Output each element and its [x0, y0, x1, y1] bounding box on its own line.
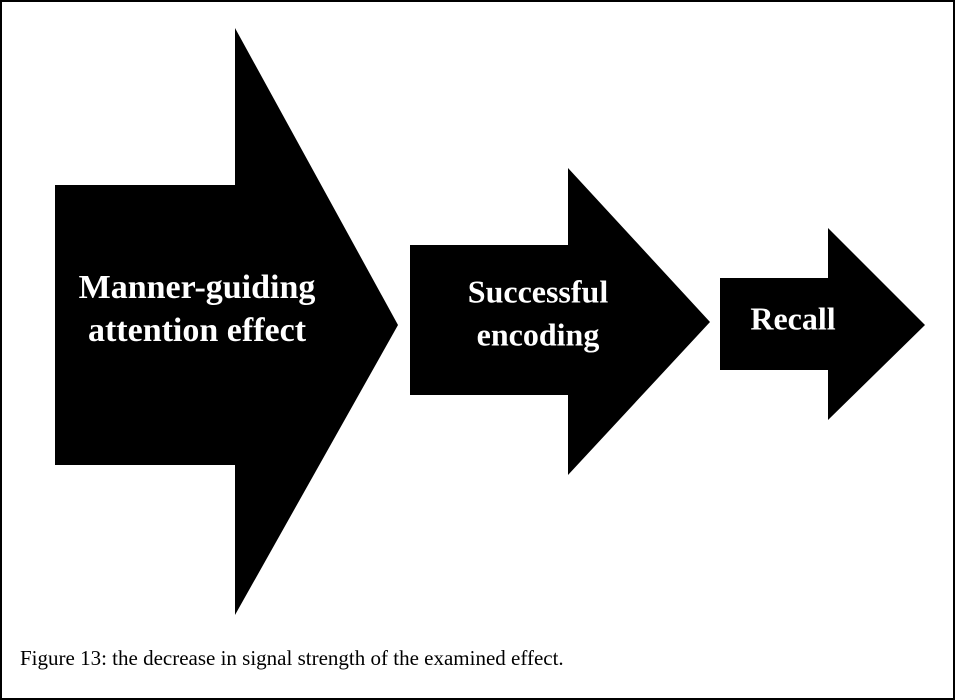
- node-label: attention effect: [88, 312, 307, 349]
- caption: Figure 13: the decrease in signal streng…: [20, 646, 564, 670]
- arrow-2: [410, 168, 710, 475]
- node-label: encoding: [477, 316, 600, 352]
- arrow-3: [720, 228, 925, 420]
- node-label: Manner-guiding: [79, 269, 316, 306]
- arrow-1: [55, 28, 398, 615]
- node-label: Successful: [468, 273, 609, 309]
- node-label: Recall: [750, 300, 835, 336]
